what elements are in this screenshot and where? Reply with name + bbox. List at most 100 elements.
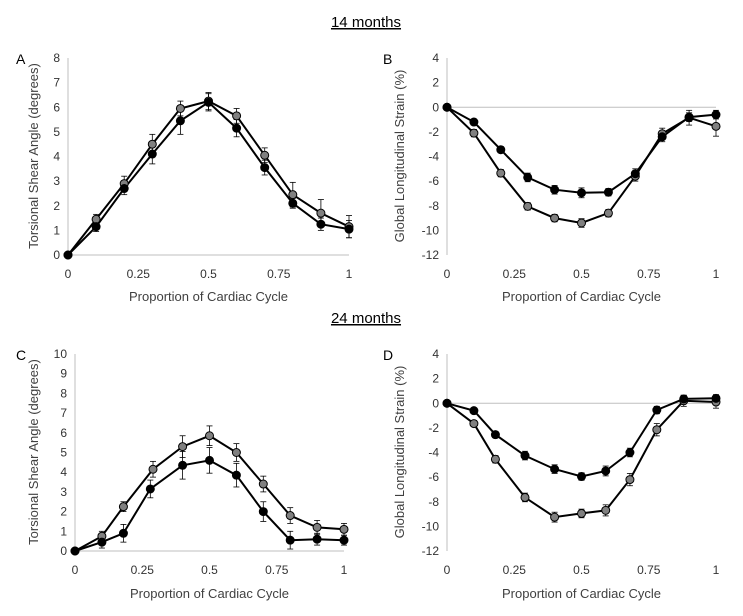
data-point-grey: [285, 511, 295, 521]
data-point-black: [684, 112, 694, 122]
section-title-24-months: 24 months: [331, 310, 401, 327]
data-point-black: [91, 222, 101, 232]
data-point-black: [232, 123, 242, 133]
x-tick-label: 0.5: [200, 267, 217, 281]
data-point-grey: [175, 103, 185, 113]
x-tick-label: 0.75: [265, 563, 289, 577]
x-axis-label: Proportion of Cardiac Cycle: [130, 586, 289, 601]
data-point-black: [63, 250, 73, 260]
x-tick-label: 1: [341, 563, 348, 577]
x-axis-label: Proportion of Cardiac Cycle: [502, 586, 661, 601]
x-tick-label: 1: [713, 563, 720, 577]
data-point-black: [316, 219, 326, 229]
y-tick-label: -10: [422, 519, 440, 533]
series-line-grey: [446, 106, 717, 225]
data-point-black: [145, 484, 155, 494]
x-axis-label: Proportion of Cardiac Cycle: [502, 289, 661, 304]
data-point-black: [577, 188, 586, 198]
data-point-grey: [523, 201, 533, 211]
y-tick-label: -10: [422, 223, 440, 237]
y-tick-label: 1: [53, 223, 60, 237]
x-tick-label: 0: [444, 267, 451, 281]
y-tick-label: 8: [60, 386, 67, 400]
panel-label-b: B: [383, 51, 392, 67]
chart-panel-b: 4 2 0 -2 -4 -6 -8 -10 -12 0 0.25 0.5 0.75 1 Proportion…: [392, 51, 721, 304]
data-point-black: [603, 187, 613, 197]
data-point-black: [711, 110, 721, 120]
chart-panel-c: 0 1 2 3 4 5 6 7 8 9 10 0 0.25 0.5 0.75 1 Proportion of C…: [26, 347, 349, 601]
data-point-black: [70, 546, 80, 556]
y-tick-label: -12: [422, 248, 440, 262]
series-line-black: [74, 459, 345, 552]
y-tick-label: -8: [428, 495, 439, 509]
x-tick-label: 1: [346, 267, 353, 281]
data-point-black: [601, 466, 611, 476]
data-point-black: [97, 537, 107, 547]
chart-panel-a: 0 1 2 3 4 5 6 7 8 0 0.25 0.5 0.75 1 Proportion of Card…: [26, 51, 354, 304]
y-tick-label: 5: [53, 125, 60, 139]
y-tick-label: 2: [432, 372, 439, 386]
data-point-black: [550, 185, 560, 195]
y-axis-label: Torsional Shear Angle (degrees): [26, 359, 41, 545]
data-point-grey: [258, 479, 268, 489]
y-tick-label: 4: [53, 150, 60, 164]
data-point-black: [260, 163, 270, 173]
y-tick-label: 0: [53, 248, 60, 262]
data-point-grey: [178, 442, 188, 452]
data-point-grey: [577, 218, 586, 228]
y-tick-label: 5: [60, 446, 67, 460]
data-point-black: [630, 169, 640, 179]
data-point-grey: [550, 512, 560, 522]
data-point-black: [205, 455, 214, 465]
y-tick-label: -4: [428, 150, 439, 164]
data-point-grey: [260, 150, 270, 160]
y-tick-label: -2: [428, 421, 439, 435]
data-point-black: [520, 451, 530, 461]
y-tick-label: 2: [432, 76, 439, 90]
y-tick-label: -8: [428, 199, 439, 213]
data-point-grey: [231, 448, 241, 457]
y-axis-label: Global Longitudinal Strain (%): [392, 70, 407, 243]
data-point-grey: [601, 505, 611, 515]
data-point-black: [496, 145, 506, 155]
data-point-black: [711, 393, 721, 403]
data-point-grey: [91, 214, 101, 224]
data-point-grey: [469, 419, 479, 429]
data-point-black: [469, 117, 479, 127]
y-tick-label: 6: [60, 426, 67, 440]
data-point-black: [339, 535, 349, 545]
x-tick-label: 0.75: [637, 563, 661, 577]
data-point-black: [657, 132, 667, 142]
data-point-grey: [118, 502, 128, 512]
data-point-black: [344, 224, 354, 234]
panel-label-a: A: [16, 51, 26, 67]
x-tick-label: 0.75: [637, 267, 661, 281]
series-line-grey: [67, 100, 350, 256]
data-point-grey: [652, 425, 662, 435]
y-tick-label: 8: [53, 51, 60, 65]
y-tick-label: 7: [53, 76, 60, 90]
y-tick-label: -4: [428, 446, 439, 460]
data-point-grey: [550, 213, 560, 223]
y-tick-label: 4: [60, 465, 67, 479]
data-point-grey: [603, 208, 613, 218]
data-point-black: [204, 97, 213, 107]
x-tick-label: 0.5: [201, 563, 218, 577]
data-point-black: [119, 184, 129, 194]
data-point-black: [523, 172, 533, 182]
data-point-grey: [232, 111, 242, 121]
y-tick-label: 6: [53, 100, 60, 114]
data-point-black: [175, 116, 185, 126]
section-title-14-months: 14 months: [331, 14, 401, 31]
x-tick-label: 0: [65, 267, 72, 281]
data-point-black: [118, 528, 128, 538]
data-point-grey: [205, 431, 214, 441]
x-tick-label: 0.5: [573, 563, 590, 577]
data-point-black: [577, 472, 586, 482]
y-tick-label: 3: [60, 485, 67, 499]
data-point-black: [178, 460, 188, 470]
series-line-black: [67, 101, 350, 256]
data-point-grey: [147, 139, 157, 149]
y-tick-label: 2: [60, 505, 67, 519]
